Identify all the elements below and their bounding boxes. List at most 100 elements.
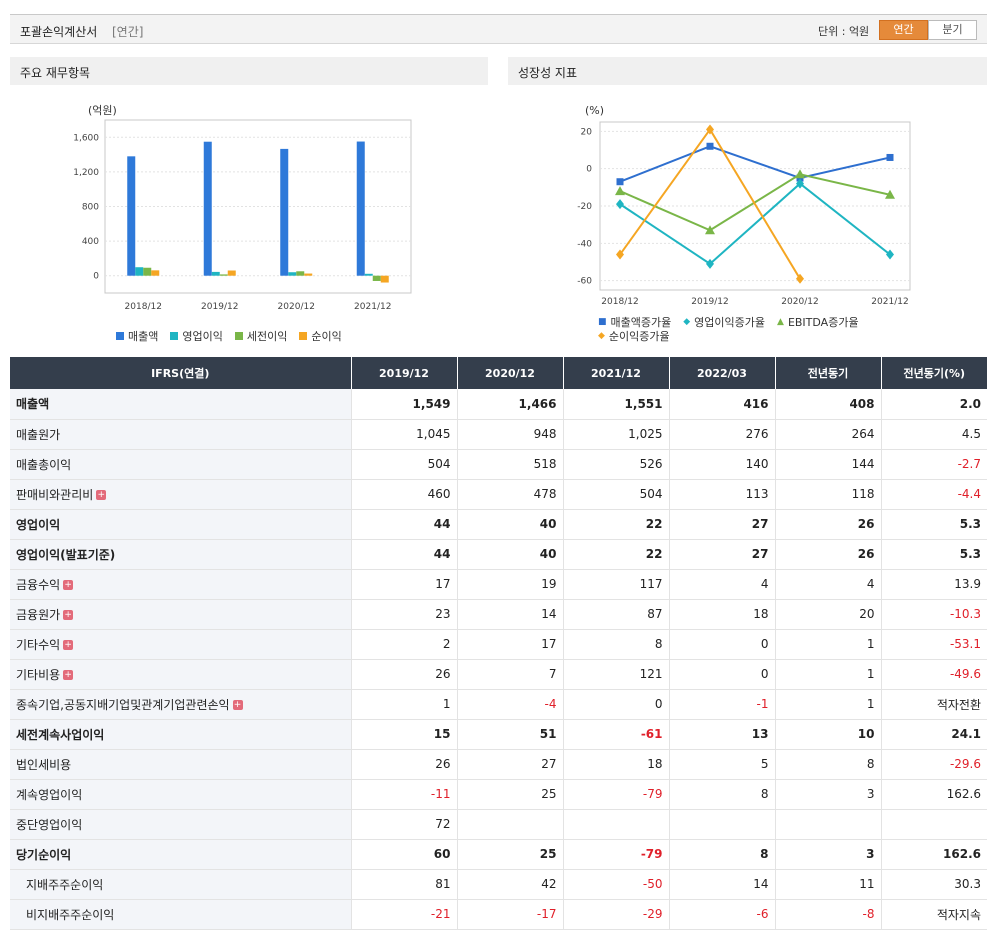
row-label-text: 매출총이익 — [16, 457, 72, 472]
row-label-text: 판매비와관리비 — [16, 487, 94, 502]
table-cell: -29.6 — [881, 749, 987, 780]
data-point — [616, 199, 624, 210]
y-tick-label: 1,200 — [73, 168, 99, 178]
row-label-text: 계속영업이익 — [16, 787, 83, 802]
expand-icon[interactable]: + — [63, 580, 74, 590]
table-cell: -50 — [563, 869, 670, 900]
row-label: 당기순이익 — [10, 839, 352, 870]
table-cell: -29 — [563, 899, 670, 930]
legend-item: ◆ 순이익증가율 — [598, 329, 670, 343]
bar — [151, 270, 160, 276]
row-label: 세전계속사업이익 — [10, 719, 352, 750]
table-cell: 30.3 — [881, 869, 987, 900]
legend-label: 순이익 — [311, 330, 342, 343]
row-label: 비지배주주순이익 — [10, 899, 352, 930]
expand-icon[interactable]: + — [232, 700, 243, 710]
row-label-text: 매출액 — [16, 397, 50, 412]
table-cell: -4 — [457, 689, 564, 720]
series-line — [619, 145, 891, 183]
table-cell: 8 — [563, 629, 670, 660]
expand-icon[interactable]: + — [63, 610, 74, 620]
table-cell: 526 — [563, 449, 670, 480]
bar — [380, 275, 389, 283]
table-cell: 60 — [351, 839, 458, 870]
table-cell: 51 — [457, 719, 564, 750]
bar — [135, 267, 144, 276]
row-label: 영업이익 — [10, 509, 352, 540]
table-cell: 113 — [669, 479, 776, 510]
table-cell: 14 — [457, 599, 564, 630]
row-label-text: 종속기업,공동지배기업및관계기업관련손익 — [16, 697, 230, 712]
table-row: 기타수익 +2 17 8 0 1 -53.1 — [10, 629, 987, 660]
legend-item: ■ 매출액증가율 — [598, 315, 671, 329]
x-tick-label: 2019/12 — [691, 297, 728, 307]
table-cell: 1,045 — [351, 419, 458, 450]
row-label: 매출원가 — [10, 419, 352, 450]
row-label-text: 영업이익(발표기준) — [16, 547, 116, 562]
bar — [280, 148, 289, 276]
table-cell: 44 — [351, 539, 458, 570]
table-cell: -61 — [563, 719, 670, 750]
y-axis-label: (억원) — [88, 104, 117, 117]
x-tick-label: 2021/12 — [871, 297, 908, 307]
bar — [364, 273, 373, 276]
tab-quarterly[interactable]: 분기 — [928, 20, 977, 40]
table-row: 당기순이익 60 25 -79 8 3 162.6 — [10, 839, 987, 870]
row-label: 금융원가 + — [10, 599, 352, 630]
table-cell: 8 — [669, 779, 776, 810]
table-cell: 1,025 — [563, 419, 670, 450]
legend-item: 매출액 — [116, 329, 158, 343]
line-chart-legend: ■ 매출액증가율 ◆ 영업이익증가율 ▲ EBITDA증가율 ◆ 순이익증가율 — [598, 315, 898, 343]
row-label: 매출총이익 — [10, 449, 352, 480]
table-header-row: IFRS(연결) 2019/12 2020/12 2021/12 2022/03 전년동기… — [10, 357, 987, 389]
table-cell: 적자전환 — [881, 689, 987, 720]
table-row: 비지배주주순이익 -21 -17 -29 -6 -8 적자지속 — [10, 899, 987, 930]
row-label: 법인세비용 — [10, 749, 352, 780]
row-label-text: 비지배주주순이익 — [26, 907, 115, 922]
expand-icon[interactable]: + — [63, 640, 74, 650]
bar — [288, 272, 297, 276]
table-row: 세전계속사업이익 15 51 -61 13 10 24.1 — [10, 719, 987, 750]
table-cell: 26 — [775, 509, 882, 540]
table-row: 매출총이익 504 518 526 140 144 -2.7 — [10, 449, 987, 480]
expand-icon[interactable]: + — [96, 490, 107, 500]
series-line — [619, 182, 891, 266]
table-cell: 1 — [775, 629, 882, 660]
legend-swatch — [299, 332, 308, 340]
y-tick-label: 400 — [82, 237, 99, 247]
row-label-text: 금융원가 — [16, 607, 61, 622]
row-label: 종속기업,공동지배기업및관계기업관련손익 + — [10, 689, 352, 720]
row-label: 계속영업이익 — [10, 779, 352, 810]
column-header: 전년동기 — [775, 357, 882, 389]
table-row: 기타비용 +26 7 121 0 1 -49.6 — [10, 659, 987, 690]
row-label: 중단영업이익 — [10, 809, 352, 840]
expand-icon[interactable]: + — [63, 670, 74, 680]
table-cell: 17 — [457, 629, 564, 660]
row-label-text: 영업이익 — [16, 517, 61, 532]
legend-item: ◆ 영업이익증가율 — [683, 315, 765, 329]
data-point — [886, 249, 894, 260]
table-cell: 26 — [351, 659, 458, 690]
bar — [211, 271, 220, 276]
table-cell: 26 — [775, 539, 882, 570]
table-cell: 1,466 — [457, 389, 564, 420]
tab-annual[interactable]: 연간 — [879, 20, 928, 40]
table-cell: 504 — [351, 449, 458, 480]
bar — [304, 273, 313, 276]
table-cell: 478 — [457, 479, 564, 510]
data-point — [705, 225, 715, 235]
bar — [203, 141, 212, 276]
table-cell: 1,549 — [351, 389, 458, 420]
table-cell: 0 — [669, 629, 776, 660]
table-cell: 8 — [775, 749, 882, 780]
table-cell: 7 — [457, 659, 564, 690]
table-cell: 87 — [563, 599, 670, 630]
table-row: 판매비와관리비 +460 478 504 113 118 -4.4 — [10, 479, 987, 510]
table-cell: 1 — [775, 659, 882, 690]
line-chart: (%) 20 0 -20 -40 -60 2018/12 2019/12 2020/12 2021… — [560, 95, 960, 315]
table-cell: 0 — [669, 659, 776, 690]
table-cell: 5.3 — [881, 509, 987, 540]
table-cell: 적자지속 — [881, 899, 987, 930]
column-header: 2021/12 — [563, 357, 670, 389]
data-point — [706, 142, 714, 150]
